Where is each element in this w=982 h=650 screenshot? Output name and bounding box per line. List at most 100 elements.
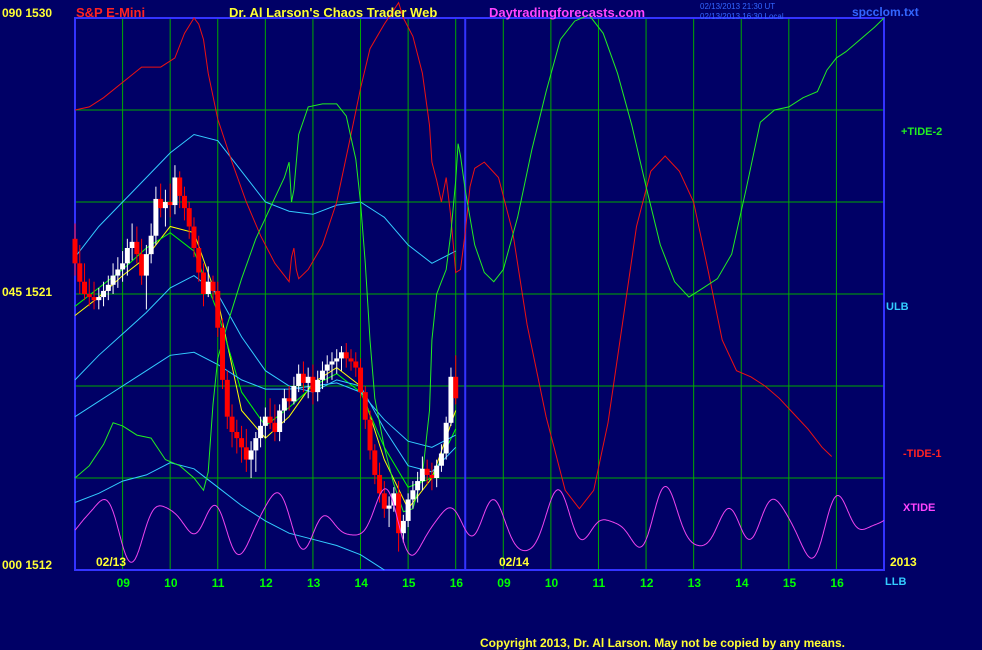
price-bar-body [434, 465, 440, 478]
price-bar-body [220, 327, 226, 380]
price-bar-body [419, 468, 425, 482]
x-tick-day2: 13 [688, 576, 702, 590]
site-label: Daytradingforecasts.com [489, 5, 645, 20]
price-bar-body [396, 493, 402, 534]
price-bars [72, 165, 459, 552]
x-tick-day2: 12 [640, 576, 654, 590]
price-bar-body [134, 241, 140, 255]
x-tick-day1: 13 [307, 576, 321, 590]
x-tick-day2: 09 [497, 576, 511, 590]
price-bar-body [367, 419, 373, 451]
date-label-day2: 02/14 [499, 555, 529, 569]
price-bar-body [200, 272, 206, 294]
price-bar-body [291, 386, 297, 402]
x-tick-day2: 10 [545, 576, 559, 590]
price-bar-body [158, 198, 164, 209]
price-bar-body [253, 438, 259, 451]
price-bar-body [205, 281, 211, 294]
price-bar-body [153, 198, 159, 236]
price-bar-body [124, 248, 130, 264]
x-tick-day1: 16 [450, 576, 464, 590]
price-bar-body [196, 248, 202, 273]
price-bar-body [400, 520, 406, 534]
price-bar-body [296, 373, 302, 386]
price-bar-body [305, 376, 311, 383]
price-bar-body [262, 416, 268, 426]
x-tick-day2: 15 [783, 576, 797, 590]
price-bar-body [115, 269, 121, 276]
price-bar-body [139, 254, 145, 276]
x-tick-day2: 14 [735, 576, 749, 590]
price-bar-body [429, 474, 435, 478]
price-bar-body [101, 290, 107, 298]
price-bar-body [181, 195, 187, 209]
price-bar-body [405, 499, 411, 521]
plot-frame [74, 17, 885, 571]
price-bar-body [248, 450, 254, 460]
price-bar-body [377, 474, 383, 494]
price-bar-body [381, 493, 387, 509]
y-label-mid: 045 1521 [2, 285, 52, 299]
price-bar-body [162, 202, 168, 209]
symbol-label: S&P E-Mini [76, 5, 145, 20]
x-tick-day1: 14 [355, 576, 369, 590]
x-tick-labels: 09 10 11 12 13 14 15 16 09 10 11 12 13 14 15 16 [117, 576, 844, 590]
price-bar-body [186, 208, 192, 227]
x-tick-day1: 10 [164, 576, 178, 590]
file-label: spcclom.txt [852, 5, 919, 19]
price-bar-body [267, 416, 273, 423]
x-tick-day1: 12 [259, 576, 273, 590]
price-bar-body [329, 361, 335, 365]
price-bar-body [277, 410, 283, 432]
price-bar-body [338, 352, 344, 359]
price-bar-body [410, 490, 416, 500]
price-bar-body [172, 177, 178, 206]
series-line-4 [74, 351, 456, 448]
xtide-label: XTIDE [903, 502, 935, 514]
tide1-label: -TIDE-1 [903, 448, 942, 460]
price-bar-body [258, 425, 264, 439]
price-bar-body [348, 358, 354, 362]
series-line-2 [74, 133, 456, 264]
x-tick-day1: 15 [402, 576, 416, 590]
price-bar-body [438, 453, 444, 466]
price-bar-body [343, 352, 349, 359]
price-bar-body [129, 241, 135, 248]
price-bar-body [143, 254, 149, 276]
price-bar-body [448, 376, 454, 423]
price-bar-body [281, 398, 287, 411]
price-bar-body [334, 358, 340, 362]
timestamp-local: 02/13/2013 16:30 Local [700, 12, 784, 21]
chart-title: Dr. Al Larson's Chaos Trader Web [229, 5, 437, 20]
price-bar-body [91, 297, 97, 301]
price-bar-body [105, 284, 111, 291]
price-bar-body [148, 235, 154, 255]
price-bar-body [424, 468, 430, 475]
price-bar-body [362, 392, 368, 420]
price-bar-body [167, 202, 173, 206]
year-label: 2013 [890, 555, 917, 569]
price-bar-body [386, 505, 392, 509]
price-bar-body [443, 422, 449, 454]
price-bar-body [372, 450, 378, 475]
date-label-day1: 02/13 [96, 555, 126, 569]
price-bar-body [358, 367, 364, 393]
x-tick-day2: 11 [592, 576, 605, 590]
price-bar-body [229, 416, 235, 432]
price-bar-body [315, 379, 321, 393]
price-bar-body [224, 379, 230, 417]
price-bar-body [120, 263, 126, 270]
llb-label: LLB [885, 576, 906, 588]
price-bar-body [210, 281, 216, 291]
price-bar-body [82, 281, 88, 294]
price-bar-body [286, 398, 292, 402]
price-bar-body [272, 422, 278, 432]
price-bar-body [319, 370, 325, 380]
series-line-6 [74, 1, 833, 510]
xtide-line [74, 486, 885, 563]
price-bar-body [191, 226, 197, 248]
price-bar-body [110, 275, 116, 285]
price-bar-body [177, 177, 183, 196]
